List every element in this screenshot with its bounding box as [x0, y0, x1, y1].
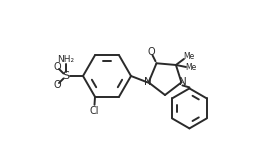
Text: NH₂: NH₂: [57, 55, 75, 64]
Text: S: S: [62, 71, 70, 81]
Text: N: N: [144, 77, 151, 87]
Text: N: N: [179, 77, 186, 87]
Text: O: O: [148, 47, 155, 57]
Text: Cl: Cl: [89, 106, 99, 116]
Text: Me: Me: [185, 64, 196, 73]
Text: Me: Me: [183, 52, 195, 61]
Text: O: O: [53, 62, 61, 72]
Text: O: O: [53, 80, 61, 90]
